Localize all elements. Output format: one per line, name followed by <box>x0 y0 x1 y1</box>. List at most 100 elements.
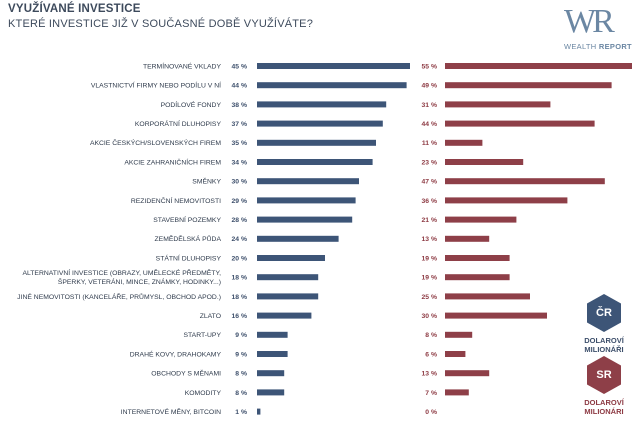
sk-value-label: 8 % <box>425 332 437 339</box>
legend-cz-line2: MILIONÁŘI <box>584 345 624 354</box>
cz-value-label: 28 % <box>232 217 248 224</box>
sk-value-label: 49 % <box>422 83 438 90</box>
sk-bar <box>445 197 568 204</box>
cz-value-label: 1 % <box>235 409 247 416</box>
cz-bar <box>257 274 319 281</box>
cz-bar <box>257 63 410 69</box>
sk-value-label: 7 % <box>425 390 437 397</box>
cz-value-label: 9 % <box>235 332 247 339</box>
cz-bar <box>257 408 261 415</box>
cz-value-label: 20 % <box>232 255 248 262</box>
sk-bar <box>445 178 605 185</box>
cz-value-label: 9 % <box>235 351 247 358</box>
category-label: INTERNETOVÉ MĚNY, BITCOIN <box>121 407 221 416</box>
cz-bar <box>257 235 339 242</box>
cz-value-label: 34 % <box>232 159 248 166</box>
sk-value-label: 55 % <box>422 63 438 70</box>
cz-value-label: 8 % <box>235 371 247 378</box>
sk-value-label: 47 % <box>422 179 438 186</box>
sk-bar <box>445 235 490 242</box>
cz-value-label: 24 % <box>232 236 248 243</box>
cz-bar <box>257 331 288 338</box>
sk-bar <box>445 120 595 127</box>
sk-bar <box>445 274 510 281</box>
chart-subtitle: KTERÉ INVESTICE JIŽ V SOUČASNÉ DOBĚ VYUŽ… <box>8 18 314 30</box>
logo-mark: WR <box>564 3 615 40</box>
category-label: STÁTNÍ DLUHOPISY <box>156 253 222 262</box>
cz-value-label: 18 % <box>232 275 248 282</box>
category-label: PODÍLOVÉ FONDY <box>161 100 222 109</box>
category-label: ALTERNATIVNÍ INVESTICE (OBRAZY, UMĚLECKÉ… <box>22 268 221 277</box>
cz-bar <box>257 159 373 165</box>
sk-value-label: 11 % <box>422 140 437 147</box>
category-label: STAVEBNÍ POZEMKY <box>153 215 221 224</box>
cz-bar <box>257 178 359 185</box>
category-label: ŠPERKY, VETERÁNI, MINCE, ZNÁMKY, HODINKY… <box>58 277 221 286</box>
cz-value-label: 30 % <box>232 179 248 186</box>
sk-value-label: 30 % <box>422 313 438 320</box>
sk-bar <box>445 82 612 89</box>
category-label: ZEMĚDĚLSKÁ PŮDA <box>155 234 222 243</box>
category-label: AKCIE ZAHRANIČNÍCH FIREM <box>124 157 221 166</box>
sk-bar <box>445 101 551 108</box>
cz-value-label: 18 % <box>232 294 248 301</box>
sk-value-label: 36 % <box>422 198 438 205</box>
legend-cz-line1: DOLAROVÍ <box>584 336 624 345</box>
logo-text: WEALTH REPORT <box>564 42 632 51</box>
cz-value-label: 44 % <box>232 83 248 90</box>
legend-sk-badge: SR <box>587 356 621 394</box>
cz-bar <box>257 293 319 300</box>
sk-bar <box>445 389 469 396</box>
cz-bar <box>257 120 383 127</box>
sk-value-label: 21 % <box>422 217 438 224</box>
sk-value-label: 31 % <box>422 102 438 109</box>
logo-text-light: WEALTH <box>564 42 597 51</box>
legend-sk-line2: MILIONÁRI <box>584 407 624 416</box>
cz-bar <box>257 370 285 377</box>
cz-bar <box>257 312 312 319</box>
legend-cz: ČR DOLAROVÍ MILIONÁŘI <box>572 294 636 354</box>
category-label: ZLATO <box>200 313 221 320</box>
sk-bar <box>445 139 483 146</box>
sk-value-label: 19 % <box>422 275 438 282</box>
cz-bar <box>257 389 285 396</box>
legend-sk-line1: DOLAROVÍ <box>584 398 624 407</box>
cz-bar <box>257 351 288 357</box>
sk-value-label: 25 % <box>422 294 438 301</box>
sk-value-label: 13 % <box>422 371 438 378</box>
category-label: DRAHÉ KOVY, DRAHOKAMY <box>130 349 222 358</box>
cz-bar <box>257 101 387 108</box>
cz-value-label: 37 % <box>232 121 248 128</box>
cz-bar <box>257 255 325 261</box>
cz-bar <box>257 216 353 223</box>
cz-bar <box>257 82 407 89</box>
cz-value-label: 35 % <box>232 140 248 147</box>
category-label: TERMÍNOVANÉ VKLADY <box>143 61 222 70</box>
legend-cz-badge: ČR <box>587 294 621 332</box>
cz-bar <box>257 197 356 204</box>
category-label: OBCHODY S MĚNAMI <box>151 369 221 378</box>
sk-bar <box>445 63 632 69</box>
category-label: START-UPY <box>183 332 221 339</box>
category-label: REZIDENČNÍ NEMOVITOSTI <box>131 196 221 205</box>
sk-bar <box>445 293 530 300</box>
sk-value-label: 44 % <box>422 121 438 128</box>
sk-value-label: 23 % <box>422 159 438 166</box>
category-label: AKCIE ČESKÝCH/SLOVENSKÝCH FIREM <box>90 138 221 147</box>
chart-title: VYUŽÍVANÉ INVESTICE <box>8 3 141 15</box>
sk-bar <box>445 351 466 357</box>
category-label: SMĚNKY <box>192 177 221 186</box>
sk-value-label: 0 % <box>425 409 437 416</box>
cz-value-label: 29 % <box>232 198 248 205</box>
sk-bar <box>445 312 547 319</box>
legend-sk: SR DOLAROVÍ MILIONÁRI <box>572 356 636 416</box>
sk-bar <box>445 255 510 261</box>
category-label: KORPORÁTNÍ DLUHOPISY <box>135 119 222 128</box>
wealth-report-logo: WR WEALTH REPORT <box>560 4 638 54</box>
cz-value-label: 38 % <box>232 102 248 109</box>
cz-value-label: 45 % <box>232 63 248 70</box>
cz-bar <box>257 139 376 146</box>
sk-bar <box>445 331 473 338</box>
cz-value-label: 8 % <box>235 390 247 397</box>
